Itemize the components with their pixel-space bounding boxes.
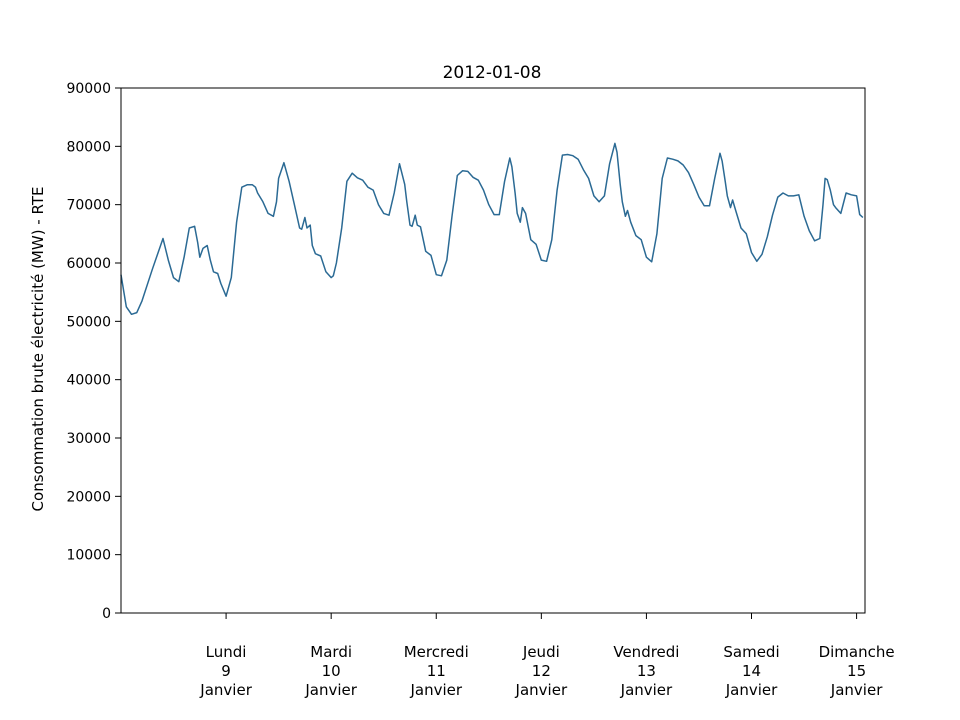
x-tick-label-day: Jeudi: [522, 643, 560, 661]
y-tick-label: 30000: [66, 431, 111, 447]
x-tick-label-num: 10: [322, 662, 341, 680]
x-tick-label: Jeudi 12 Janvier: [515, 643, 568, 699]
y-tick-label: 60000: [66, 256, 111, 272]
x-tick-label-month: Janvier: [199, 681, 252, 699]
x-tick-label-num: 13: [637, 662, 656, 680]
x-tick-label-num: 11: [427, 662, 446, 680]
x-tick-label-num: 12: [532, 662, 551, 680]
x-tick-label-month: Janvier: [515, 681, 568, 699]
x-tick-label-day: Samedi: [723, 643, 779, 661]
y-tick-label: 20000: [66, 489, 111, 505]
x-tick-label-month: Janvier: [725, 681, 778, 699]
series-line: [120, 142, 864, 316]
y-tick-label: 0: [102, 606, 111, 622]
x-tick-label-month: Janvier: [409, 681, 462, 699]
x-tick-label-day: Dimanche: [819, 643, 895, 661]
x-tick-label-month: Janvier: [830, 681, 883, 699]
axes-frame: [120, 87, 866, 614]
x-tick-label-day: Lundi: [206, 643, 247, 661]
x-tick-label-day: Vendredi: [613, 643, 679, 661]
x-tick-label: Vendredi 13 Janvier: [613, 643, 679, 699]
x-tick-label: Mardi 10 Janvier: [304, 643, 357, 699]
x-tick-label: Samedi 14 Janvier: [723, 643, 779, 699]
y-tick-label: 80000: [66, 139, 111, 155]
x-tick-label-day: Mercredi: [404, 643, 469, 661]
x-tick-label-day: Mardi: [310, 643, 352, 661]
x-tick-label-num: 9: [221, 662, 231, 680]
x-tick-label-month: Janvier: [620, 681, 673, 699]
y-tick-label: 40000: [66, 373, 111, 389]
y-tick-label: 50000: [66, 314, 111, 330]
chart-title: 2012-01-08: [443, 63, 542, 83]
y-tick-label: 10000: [66, 548, 111, 564]
x-tick-label-month: Janvier: [304, 681, 357, 699]
x-tick-label: Mercredi 11 Janvier: [404, 643, 469, 699]
x-tick-label: Lundi 9 Janvier: [199, 643, 252, 699]
plot-area: [120, 142, 864, 316]
x-tick-label: Dimanche 15 Janvier: [819, 643, 895, 699]
x-tick-label-num: 14: [742, 662, 761, 680]
y-tick-label: 70000: [66, 198, 111, 214]
y-axis-label: Consommation brute électricité (MW) - RT…: [29, 187, 47, 512]
y-axis-ticks: 0 10000 20000 30000 40000 50000 60000 70000 8000…: [66, 81, 121, 622]
y-tick-label: 90000: [66, 81, 111, 97]
x-tick-label-num: 15: [847, 662, 866, 680]
